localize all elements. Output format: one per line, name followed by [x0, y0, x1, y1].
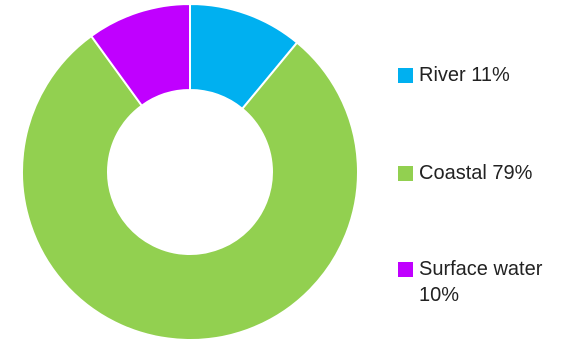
legend-item-surface-water: Surface water 10%: [398, 256, 559, 308]
legend-label-coastal: Coastal 79%: [419, 162, 533, 184]
chart-legend: River 11% Coastal 79% Surface water 10%: [398, 0, 585, 343]
slice-coastal: [21, 34, 359, 341]
donut-plot: [21, 2, 359, 341]
legend-item-river: River 11%: [398, 62, 559, 88]
legend-item-coastal: Coastal 79%: [398, 160, 559, 186]
slice-surface-water: [89, 2, 191, 108]
legend-swatch-river: [398, 68, 413, 83]
legend-swatch-surface-water: [398, 262, 413, 277]
legend-label-river: River 11%: [419, 64, 510, 86]
legend-swatch-coastal: [398, 166, 413, 181]
legend-label-surface-water: Surface water 10%: [419, 258, 543, 306]
